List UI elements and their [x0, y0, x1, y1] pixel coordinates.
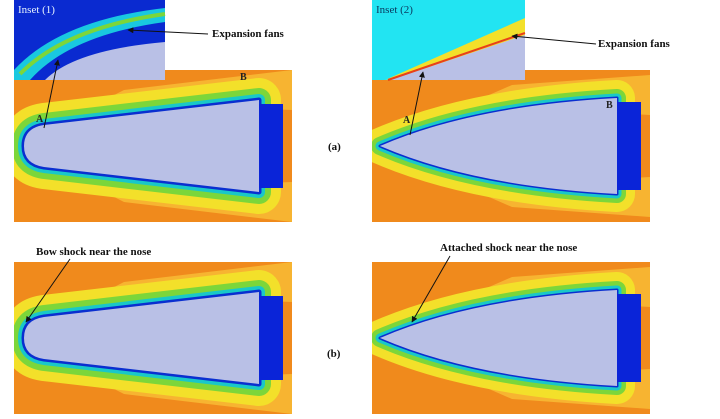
point-label: A	[403, 115, 411, 126]
inset: Inset (1)	[14, 0, 165, 80]
contour-panel	[14, 262, 292, 414]
contour-panel	[372, 262, 650, 414]
point-label: B	[240, 72, 247, 83]
inset-label: Inset (1)	[18, 4, 55, 16]
point-label: A	[36, 114, 44, 125]
callout: Attached shock near the nose	[440, 242, 577, 254]
contour-panel	[14, 70, 292, 222]
callout: Expansion fans	[212, 28, 285, 40]
inset: Inset (2)	[372, 0, 525, 80]
figure: Inset (1) Inset (2) Expansion fans Expan…	[0, 0, 720, 419]
callout: Expansion fans	[598, 38, 671, 50]
contour-panel	[372, 70, 650, 222]
row-label: (b)	[327, 348, 341, 360]
point-label: B	[606, 100, 613, 111]
inset-label: Inset (2)	[376, 4, 413, 16]
callout: Bow shock near the nose	[36, 246, 151, 258]
row-label: (a)	[328, 141, 341, 153]
